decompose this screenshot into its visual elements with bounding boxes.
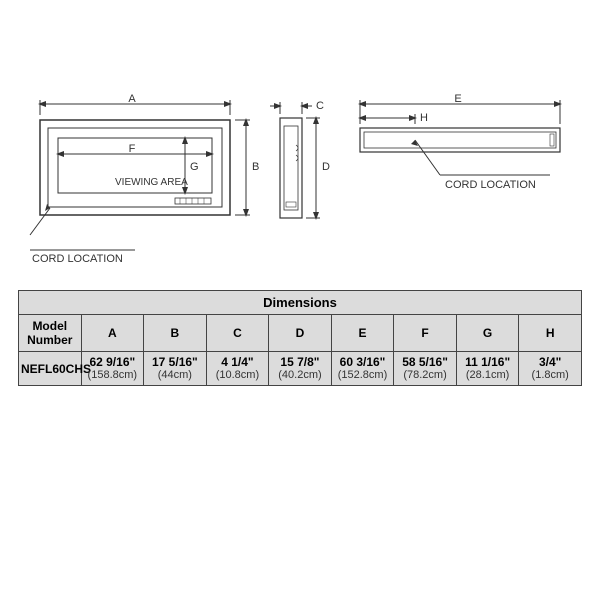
col-G: G <box>456 315 519 352</box>
cell-H: 3/4"(1.8cm) <box>519 352 582 386</box>
col-D: D <box>269 315 332 352</box>
col-E: E <box>331 315 394 352</box>
svg-text:E: E <box>454 93 461 105</box>
col-A: A <box>81 315 144 352</box>
cell-C: 4 1/4"(10.8cm) <box>206 352 269 386</box>
svg-text:C: C <box>316 100 324 112</box>
cell-E: 60 3/16"(152.8cm) <box>331 352 394 386</box>
svg-text:H: H <box>420 112 428 124</box>
top-view: E H CORD LOCATION <box>360 93 560 191</box>
col-F: F <box>394 315 457 352</box>
col-B: B <box>144 315 207 352</box>
cell-D: 15 7/8"(40.2cm) <box>269 352 332 386</box>
cell-B: 17 5/16"(44cm) <box>144 352 207 386</box>
svg-text:G: G <box>190 161 199 173</box>
svg-text:A: A <box>128 93 136 105</box>
cell-model: NEFL60CHS <box>19 352 82 386</box>
cell-F: 58 5/16"(78.2cm) <box>394 352 457 386</box>
cord-location-label-left: CORD LOCATION <box>32 253 123 265</box>
front-view: VIEWING AREA A F G <box>30 93 259 265</box>
cord-location-label-right: CORD LOCATION <box>445 179 536 191</box>
col-H: H <box>519 315 582 352</box>
col-C: C <box>206 315 269 352</box>
cell-G: 11 1/16"(28.1cm) <box>456 352 519 386</box>
side-view: C D <box>270 100 330 218</box>
table-header-row: Model Number A B C D E F G H <box>19 315 582 352</box>
dimensions-table: Dimensions Model Number A B C D E F G H … <box>18 290 582 386</box>
table-title: Dimensions <box>19 291 582 315</box>
cell-A: 62 9/16"(158.8cm) <box>81 352 144 386</box>
table-row: NEFL60CHS 62 9/16"(158.8cm) 17 5/16"(44c… <box>19 352 582 386</box>
viewing-area-label: VIEWING AREA <box>115 177 188 188</box>
col-model: Model Number <box>19 315 82 352</box>
dimension-diagram: VIEWING AREA A F G <box>20 90 580 280</box>
svg-text:B: B <box>252 161 259 173</box>
svg-text:D: D <box>322 161 330 173</box>
svg-text:F: F <box>129 143 136 155</box>
